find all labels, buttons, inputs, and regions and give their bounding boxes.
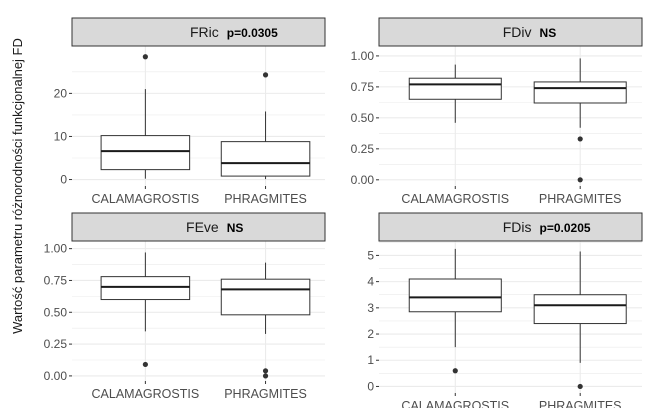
outlier-point <box>262 368 269 374</box>
y-tick-label: 5 <box>367 248 374 262</box>
outlier-point <box>142 361 148 368</box>
facet-strip <box>71 17 326 47</box>
significance-label: NS <box>540 26 557 40</box>
facet-panel-fdis: 0 1 2 3 4 5 CALAMAGROSTIS PHRAGMITES FDis p=0.020… <box>367 212 643 408</box>
y-tick-label: 0.50 <box>44 305 68 319</box>
y-tick-label: 0.25 <box>44 337 68 351</box>
x-tick-label: PHRAGMITES <box>224 192 307 206</box>
y-tick-label: 0.75 <box>44 273 68 287</box>
facet-panel-feve: 0.00 0.25 0.50 0.75 1.00 CALAMAGROSTIS PHRAGMI… <box>44 212 326 401</box>
iqr-box <box>533 81 627 104</box>
facet-panel-fric: 0 10 20 CALAMAGROSTIS PHRAGMITES FRic p=0.0305 <box>54 17 326 206</box>
x-tick-label: PHRAGMITES <box>539 192 622 206</box>
y-axis-label: Wartość parametru różnorodności funkcjon… <box>10 38 25 334</box>
box-phragmites <box>533 251 627 390</box>
iqr-box <box>220 141 311 177</box>
box-calamagrostis <box>408 248 502 374</box>
facet-title: FDis <box>503 219 532 235</box>
outlier-point <box>452 368 458 374</box>
y-tick-label: 0.00 <box>351 173 375 187</box>
box-phragmites <box>533 58 627 183</box>
y-tick-label: 3 <box>367 301 374 315</box>
facet-title: FDiv <box>503 24 532 40</box>
y-tick-label: 2 <box>367 327 374 341</box>
box-phragmites <box>220 262 311 379</box>
y-tick-label: 1.00 <box>44 242 68 256</box>
facet-title: FEve <box>186 219 219 235</box>
y-tick-label: 4 <box>367 275 374 289</box>
x-tick-label: CALAMAGROSTIS <box>401 399 509 408</box>
outlier-point <box>262 72 269 78</box>
iqr-box <box>220 278 311 316</box>
facet-panel-fdiv: 0.00 0.25 0.50 0.75 1.00 CALAMAGROSTIS PHRAGMI… <box>351 17 643 206</box>
facet-title: FRic <box>190 24 219 40</box>
iqr-box <box>533 294 627 325</box>
outlier-point <box>142 54 148 60</box>
facet-strip <box>378 17 643 47</box>
significance-label: p=0.0205 <box>540 221 591 235</box>
y-tick-label: 0 <box>367 379 374 393</box>
y-tick-label: 0.75 <box>351 80 375 94</box>
y-tick-label: 0.25 <box>351 142 375 156</box>
y-tick-label: 0 <box>60 173 67 187</box>
x-tick-label: CALAMAGROSTIS <box>401 192 509 206</box>
facet-strip <box>71 212 326 242</box>
box-calamagrostis <box>408 64 502 123</box>
facet-strip <box>378 212 643 242</box>
x-tick-label: PHRAGMITES <box>224 387 307 401</box>
iqr-box <box>100 135 191 171</box>
y-tick-label: 1 <box>367 353 374 367</box>
iqr-box <box>100 276 191 301</box>
y-tick-label: 0.50 <box>351 111 375 125</box>
box-phragmites <box>220 72 311 180</box>
box-calamagrostis <box>100 252 191 368</box>
x-tick-label: CALAMAGROSTIS <box>92 387 200 401</box>
x-tick-label: PHRAGMITES <box>539 399 622 408</box>
outlier-point <box>577 136 583 142</box>
iqr-box <box>408 278 502 313</box>
outlier-point <box>577 177 583 183</box>
x-tick-label: CALAMAGROSTIS <box>92 192 200 206</box>
y-tick-label: 0.00 <box>44 369 68 383</box>
y-tick-label: 20 <box>54 86 68 100</box>
y-tick-label: 10 <box>54 129 68 143</box>
plot-background <box>379 46 642 186</box>
significance-label: p=0.0305 <box>227 26 278 40</box>
box-calamagrostis <box>100 54 191 179</box>
significance-label: NS <box>227 221 244 235</box>
y-tick-label: 1.00 <box>351 49 375 63</box>
outlier-point <box>262 373 269 379</box>
outlier-point <box>577 383 583 390</box>
iqr-box <box>408 77 502 100</box>
